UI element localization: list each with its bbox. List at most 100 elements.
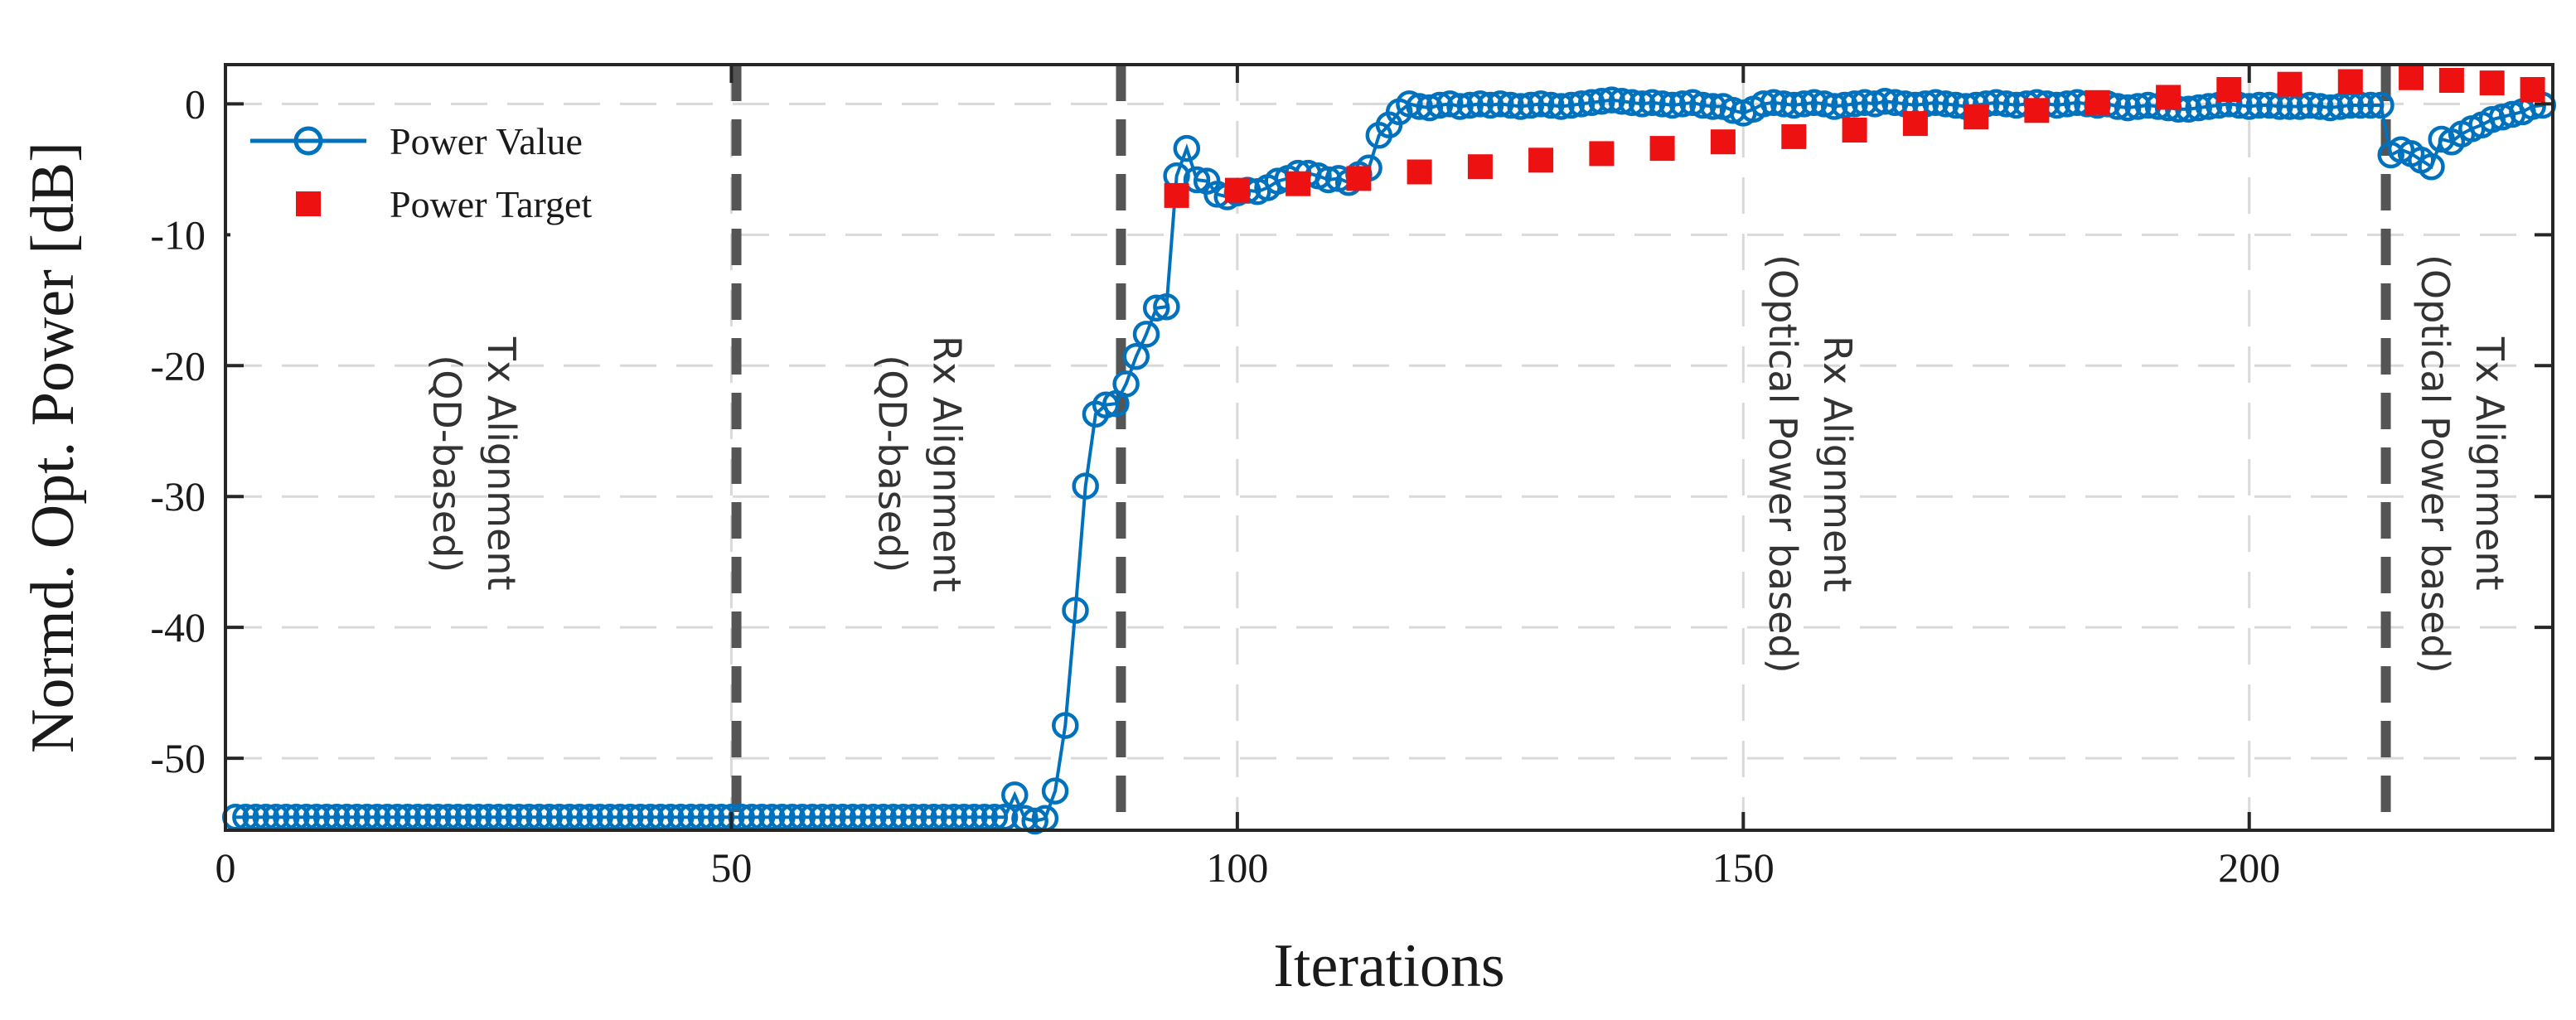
power-target-point xyxy=(2156,85,2181,110)
phase-label-line: Rx Alignment xyxy=(1815,336,1860,592)
legend: Power Value Power Target xyxy=(230,111,728,242)
power-value-point xyxy=(1517,91,1545,119)
power-value-point xyxy=(2367,91,2394,119)
power-value-point xyxy=(1183,166,1211,194)
power-value-point xyxy=(1487,90,1514,118)
y-tick-label: -40 xyxy=(150,604,206,650)
y-tick-label: -20 xyxy=(150,342,206,389)
power-target-point xyxy=(1467,154,1493,180)
power-value-point xyxy=(1649,90,1676,118)
power-value-point xyxy=(1173,134,1201,162)
power-value-point xyxy=(1810,90,1838,118)
power-target-point xyxy=(1710,129,1736,155)
phase-label: Rx Alignment(Optical Power based) xyxy=(1760,254,1860,674)
power-value-point xyxy=(1122,342,1150,370)
power-target-point xyxy=(2085,89,2110,115)
power-value-point xyxy=(2195,93,2223,120)
power-value-point xyxy=(1983,89,2010,117)
power-target-point xyxy=(2438,68,2464,93)
power-target-point xyxy=(1649,136,1675,162)
x-tick-label: 0 xyxy=(215,844,236,891)
power-target-point xyxy=(1842,118,1867,143)
y-tick-label: 0 xyxy=(185,80,206,127)
phase-label: Tx Alignment(QD-based) xyxy=(424,336,524,591)
power-value-point xyxy=(1618,89,1646,117)
power-target-point xyxy=(2337,69,2363,94)
power-value-point xyxy=(1699,93,1726,120)
power-value-point xyxy=(1608,87,1636,115)
power-value-point xyxy=(1639,89,1666,117)
y-tick-label: -30 xyxy=(150,473,206,520)
power-value-point xyxy=(1820,93,1848,120)
power-value-point xyxy=(1497,91,1524,119)
power-value-point xyxy=(1780,91,1808,119)
power-value-point xyxy=(1112,370,1140,398)
phase-label-line: (QD-based) xyxy=(424,355,469,573)
power-value-point xyxy=(1800,89,1828,117)
plot-frame xyxy=(224,63,2554,832)
power-target-point xyxy=(2277,71,2302,97)
power-value-point xyxy=(1132,321,1160,348)
power-value-point xyxy=(1537,91,1565,119)
power-value-point xyxy=(1790,90,1818,118)
power-value-point xyxy=(1750,90,1777,118)
phase-label-line: Tx Alignment xyxy=(2467,336,2512,591)
power-value-point xyxy=(1841,90,1868,118)
power-value-point xyxy=(1668,90,1697,118)
power-value-point xyxy=(1577,89,1605,117)
power-target-point xyxy=(1528,147,1554,173)
phase-label-line: (Optical Power based) xyxy=(2413,254,2457,674)
power-value-point xyxy=(1466,90,1494,118)
axis-ticks: 0 50 100 150 200 0 -10 -20 -30 -40 -50 xyxy=(150,65,2553,891)
power-value-point xyxy=(1567,90,1595,118)
power-value-point xyxy=(1658,91,1687,119)
power-value-point xyxy=(1527,90,1555,118)
power-value-point xyxy=(1406,93,1433,120)
power-target-point xyxy=(1963,104,1989,130)
power-value-point xyxy=(1062,597,1089,624)
power-value-point xyxy=(1922,89,1949,117)
power-value-point xyxy=(1456,91,1484,119)
power-target-point xyxy=(1164,182,1189,208)
power-value-point xyxy=(1041,777,1069,805)
phase-label-line: (Optical Power based) xyxy=(1760,254,1805,674)
power-value-point xyxy=(1598,86,1625,114)
phase-label: Rx Alignment(QD-based) xyxy=(869,336,969,592)
power-value-point xyxy=(1052,712,1079,739)
phase-label-line: Tx Alignment xyxy=(479,336,524,591)
power-value-point xyxy=(2114,94,2142,122)
phase-labels: Tx Alignment(QD-based) Rx Alignment(QD-ba… xyxy=(424,254,2512,674)
power-target-point xyxy=(1407,159,1432,185)
power-value-point xyxy=(1436,90,1464,118)
power-value-point xyxy=(2306,93,2334,120)
power-value-point xyxy=(1072,472,1099,500)
power-value-point xyxy=(2185,94,2212,122)
legend-marker-power-value xyxy=(293,126,323,156)
power-value-point xyxy=(1021,807,1048,835)
power-value-point xyxy=(2296,91,2324,119)
power-value-point xyxy=(1871,87,1899,115)
power-value-point xyxy=(1719,97,1747,124)
power-value-point xyxy=(1092,391,1120,418)
power-value-point xyxy=(1679,89,1707,117)
power-value-point xyxy=(2255,91,2283,119)
power-value-point xyxy=(1557,91,1586,119)
power-value-point xyxy=(2053,90,2081,118)
power-value-point xyxy=(1153,292,1180,321)
x-tick-label: 150 xyxy=(1712,844,1775,891)
x-tick-label: 200 xyxy=(2218,844,2280,891)
power-value-point xyxy=(2327,93,2354,120)
legend-label-power-value: Power Value xyxy=(390,120,583,162)
power-value-point xyxy=(1396,90,1423,118)
power-value-point xyxy=(2317,94,2344,122)
power-value-point xyxy=(1770,90,1798,118)
power-value-point xyxy=(1689,91,1717,119)
power-target-point xyxy=(1781,123,1807,149)
power-value-point xyxy=(1416,94,1444,122)
power-target-point xyxy=(1286,171,1311,196)
power-value-point xyxy=(1881,89,1909,117)
power-value-point xyxy=(2235,93,2263,120)
x-axis-title: Iterations xyxy=(1273,932,1504,1000)
